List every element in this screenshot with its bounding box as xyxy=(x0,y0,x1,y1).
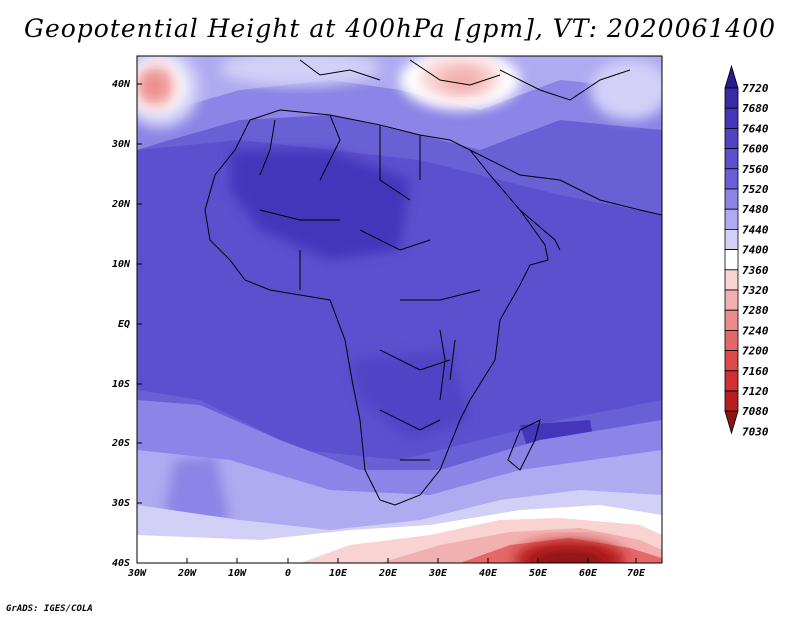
colorbar-label: 7680 xyxy=(742,102,769,115)
lat-tick-label: 20N xyxy=(111,199,131,210)
coastlines xyxy=(204,59,662,506)
colorbar-swatch xyxy=(724,249,739,271)
colorbar-label: 7280 xyxy=(742,304,769,317)
colorbar-label: 7400 xyxy=(742,244,769,257)
colorbar-label: 7560 xyxy=(742,163,769,176)
lat-tick-label: 20S xyxy=(111,438,130,449)
colorbar-swatch xyxy=(724,329,739,351)
lon-tick-label: 0 xyxy=(285,568,291,579)
lat-tick-label: 30N xyxy=(111,139,131,150)
lat-axis: 40N 30N 20N 10N EQ 10S 20S 30S 40S xyxy=(111,79,131,569)
colorbar: 7720 7680 7640 7600 7560 7520 7480 7440 7400 7360… xyxy=(724,64,769,438)
colorbar-swatch xyxy=(724,390,739,412)
lat-tick-label: 10N xyxy=(112,259,131,270)
lon-tick-label: 10W xyxy=(228,568,247,579)
colorbar-swatch xyxy=(724,168,739,190)
colorbar-label: 7030 xyxy=(742,425,769,438)
colorbar-swatch xyxy=(724,228,739,250)
colorbar-label: 7720 xyxy=(742,82,769,95)
map-frame xyxy=(136,55,663,564)
colorbar-swatch xyxy=(724,208,739,230)
lat-tick-label: 30S xyxy=(111,498,130,509)
lat-tick-label: EQ xyxy=(118,319,130,330)
lon-tick-label: 70E xyxy=(627,568,646,579)
lon-axis: 30W 20W 10W 0 10E 20E 30E 40E 50E 60E 70… xyxy=(127,568,646,579)
colorbar-swatch xyxy=(724,289,739,311)
colorbar-swatch xyxy=(724,148,739,170)
colorbar-swatch xyxy=(724,87,739,109)
colorbar-swatch xyxy=(724,309,739,331)
colorbar-label: 7240 xyxy=(742,324,769,337)
colorbar-swatch xyxy=(724,127,739,149)
colorbar-label: 7520 xyxy=(742,183,769,196)
colorbar-label: 7080 xyxy=(742,405,769,418)
colorbar-swatch xyxy=(724,107,739,129)
colorbar-label: 7640 xyxy=(742,122,769,135)
lon-tick-label: 10E xyxy=(329,568,348,579)
lon-tick-label: 20E xyxy=(378,568,398,579)
credit-label: GrADS: IGES/COLA xyxy=(6,604,93,614)
tick-marks xyxy=(136,83,637,564)
lat-tick-label: 40N xyxy=(112,79,131,90)
colorbar-swatch xyxy=(724,370,739,392)
lon-tick-label: 40E xyxy=(479,568,498,579)
lon-tick-label: 30E xyxy=(428,568,448,579)
colorbar-swatch xyxy=(724,269,739,291)
colorbar-label: 7360 xyxy=(742,264,769,277)
lat-tick-label: 40S xyxy=(112,558,130,569)
colorbar-swatch xyxy=(724,350,739,372)
height-field xyxy=(137,56,662,563)
lat-tick-label: 10S xyxy=(112,379,130,390)
lon-tick-label: 20W xyxy=(177,568,197,579)
colorbar-label: 7600 xyxy=(742,143,769,156)
lon-tick-label: 60E xyxy=(579,568,598,579)
colorbar-label: 7200 xyxy=(742,345,769,358)
colorbar-label: 7440 xyxy=(742,223,769,236)
lon-tick-label: 30W xyxy=(127,568,147,579)
colorbar-label: 7160 xyxy=(742,365,769,378)
map-title: Geopotential Height at 400hPa [gpm], VT:… xyxy=(23,14,777,43)
colorbar-label: 7320 xyxy=(742,284,769,297)
colorbar-bottom-arrow xyxy=(724,410,739,435)
lon-tick-label: 50E xyxy=(529,568,548,579)
colorbar-swatch xyxy=(724,188,739,210)
colorbar-label: 7480 xyxy=(742,203,769,216)
colorbar-label: 7120 xyxy=(742,385,769,398)
colorbar-top-arrow xyxy=(724,64,739,89)
